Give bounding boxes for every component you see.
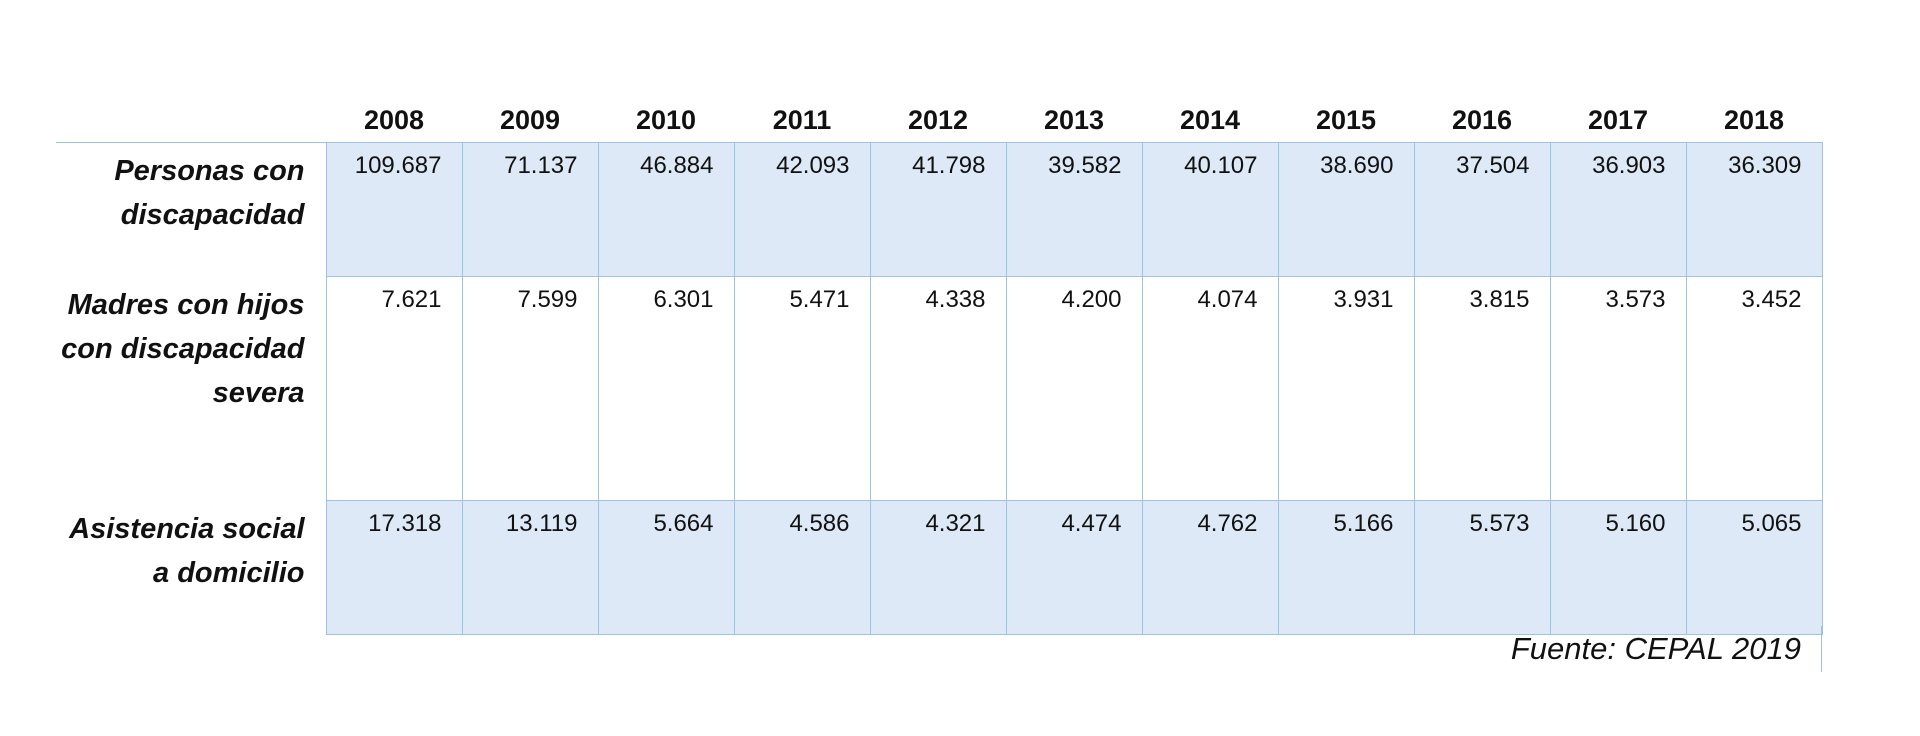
value-cell: 6.301 (597, 276, 735, 501)
value-cell: 46.884 (597, 142, 735, 277)
value-cell: 38.690 (1277, 142, 1415, 277)
value-cell: 3.573 (1549, 276, 1687, 501)
row-label: Asistencia social a domicilio (56, 500, 326, 635)
year-header: 2009 (462, 86, 598, 143)
value-cell: 7.621 (325, 276, 463, 501)
table-row: Asistencia social a domicilio 17.318 13.… (56, 500, 1823, 635)
value-cell: 36.903 (1549, 142, 1687, 277)
corner-cell (56, 86, 326, 143)
value-cell: 5.573 (1413, 500, 1551, 635)
value-cell: 39.582 (1005, 142, 1143, 277)
value-cell: 5.166 (1277, 500, 1415, 635)
value-cell: 40.107 (1141, 142, 1279, 277)
data-table: 2008 2009 2010 2011 2012 2013 2014 2015 … (56, 86, 1823, 635)
value-cell: 4.200 (1005, 276, 1143, 501)
value-cell: 4.321 (869, 500, 1007, 635)
value-cell: 71.137 (461, 142, 599, 277)
value-cell: 3.931 (1277, 276, 1415, 501)
value-cell: 17.318 (325, 500, 463, 635)
year-header: 2017 (1550, 86, 1686, 143)
value-cell: 4.586 (733, 500, 871, 635)
year-header: 2015 (1278, 86, 1414, 143)
value-cell: 3.815 (1413, 276, 1551, 501)
row-label: Personas con discapacidad (56, 142, 326, 277)
source-note: Fuente: CEPAL 2019 (326, 626, 1822, 672)
value-cell: 109.687 (325, 142, 463, 277)
header-row: 2008 2009 2010 2011 2012 2013 2014 2015 … (56, 86, 1822, 143)
value-cell: 13.119 (461, 500, 599, 635)
year-header: 2014 (1142, 86, 1278, 143)
value-cell: 5.065 (1685, 500, 1823, 635)
table-row: Personas con discapacidad 109.687 71.137… (56, 142, 1823, 277)
value-cell: 5.471 (733, 276, 871, 501)
value-cell: 5.160 (1549, 500, 1687, 635)
year-header: 2016 (1414, 86, 1550, 143)
value-cell: 3.452 (1685, 276, 1823, 501)
year-header: 2011 (734, 86, 870, 143)
value-cell: 36.309 (1685, 142, 1823, 277)
value-cell: 4.074 (1141, 276, 1279, 501)
value-cell: 7.599 (461, 276, 599, 501)
value-cell: 4.762 (1141, 500, 1279, 635)
year-header: 2008 (326, 86, 462, 143)
row-label: Madres con hijos con discapacidad severa (56, 276, 326, 501)
year-header: 2013 (1006, 86, 1142, 143)
value-cell: 4.474 (1005, 500, 1143, 635)
value-cell: 37.504 (1413, 142, 1551, 277)
year-header: 2018 (1686, 86, 1822, 143)
year-header: 2012 (870, 86, 1006, 143)
year-header: 2010 (598, 86, 734, 143)
value-cell: 41.798 (869, 142, 1007, 277)
table-row: Madres con hijos con discapacidad severa… (56, 276, 1823, 501)
value-cell: 4.338 (869, 276, 1007, 501)
value-cell: 42.093 (733, 142, 871, 277)
value-cell: 5.664 (597, 500, 735, 635)
